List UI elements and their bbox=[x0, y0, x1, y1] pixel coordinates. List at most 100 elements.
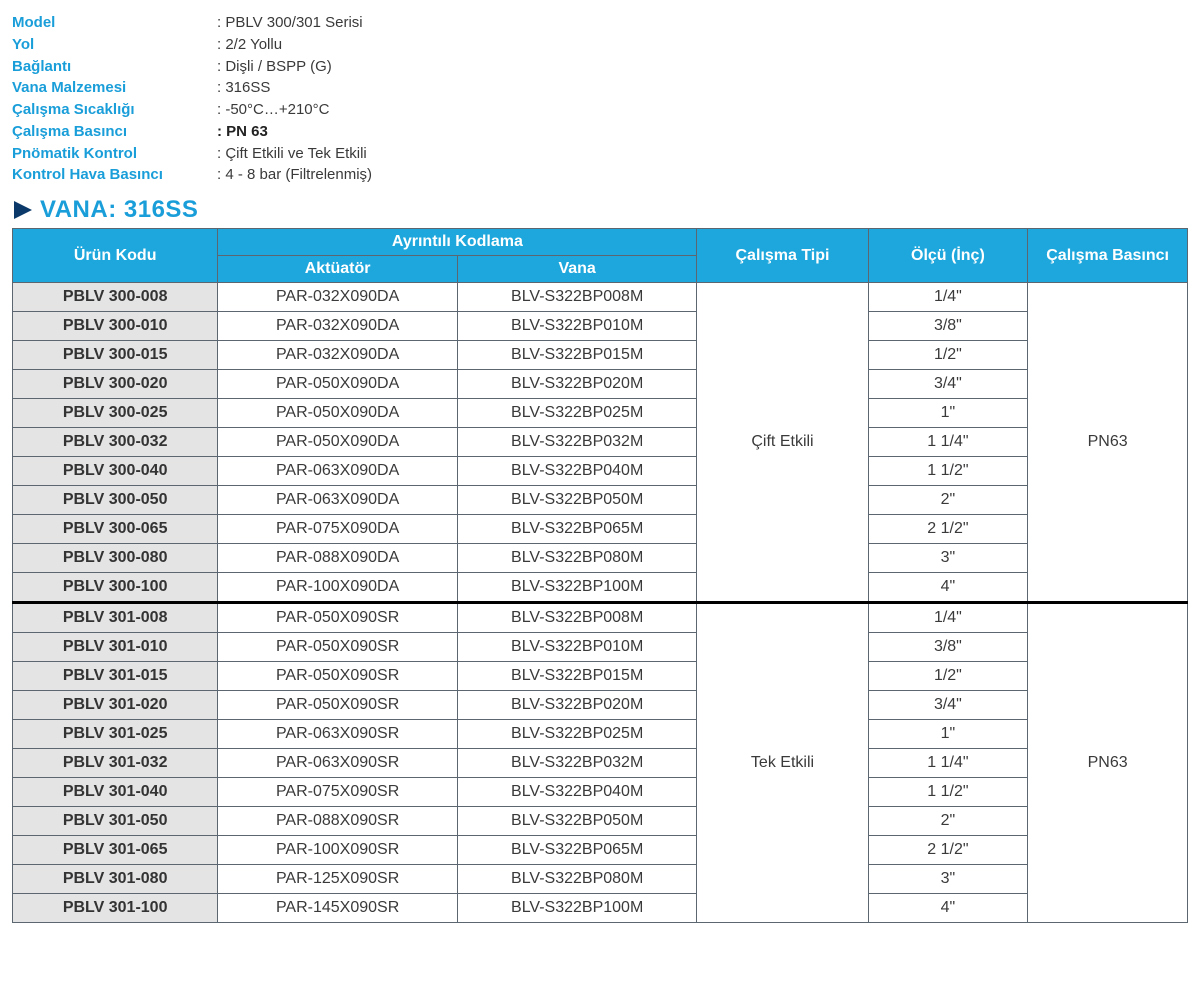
cell-vana: BLV-S322BP015M bbox=[457, 662, 697, 691]
cell-vana: BLV-S322BP010M bbox=[457, 312, 697, 341]
th-vana: Vana bbox=[457, 256, 697, 283]
table-row: PBLV 301-040PAR-075X090SRBLV-S322BP040M1… bbox=[13, 778, 1188, 807]
cell-code: PBLV 301-032 bbox=[13, 749, 218, 778]
spec-value: : 316SS bbox=[217, 77, 270, 99]
cell-actuator: PAR-100X090SR bbox=[218, 836, 458, 865]
cell-size: 2 1/2" bbox=[868, 515, 1028, 544]
cell-code: PBLV 300-008 bbox=[13, 283, 218, 312]
table-row: PBLV 300-050PAR-063X090DABLV-S322BP050M2… bbox=[13, 486, 1188, 515]
table-row: PBLV 300-040PAR-063X090DABLV-S322BP040M1… bbox=[13, 457, 1188, 486]
cell-size: 1" bbox=[868, 399, 1028, 428]
table-row: PBLV 301-008PAR-050X090SRBLV-S322BP008MT… bbox=[13, 603, 1188, 633]
cell-vana: BLV-S322BP010M bbox=[457, 633, 697, 662]
cell-vana: BLV-S322BP050M bbox=[457, 807, 697, 836]
spec-row: Çalışma Basıncı: PN 63 bbox=[12, 121, 1188, 143]
cell-vana: BLV-S322BP008M bbox=[457, 283, 697, 312]
cell-vana: BLV-S322BP100M bbox=[457, 573, 697, 603]
cell-pressure: PN63 bbox=[1028, 603, 1188, 923]
cell-type: Tek Etkili bbox=[697, 603, 868, 923]
spec-row: Bağlantı: Dişli / BSPP (G) bbox=[12, 56, 1188, 78]
cell-vana: BLV-S322BP065M bbox=[457, 836, 697, 865]
section-title: VANA: 316SS bbox=[40, 196, 198, 224]
cell-actuator: PAR-075X090SR bbox=[218, 778, 458, 807]
cell-code: PBLV 301-015 bbox=[13, 662, 218, 691]
table-row: PBLV 300-020PAR-050X090DABLV-S322BP020M3… bbox=[13, 370, 1188, 399]
cell-size: 1" bbox=[868, 720, 1028, 749]
cell-size: 1 1/4" bbox=[868, 749, 1028, 778]
cell-vana: BLV-S322BP032M bbox=[457, 428, 697, 457]
triangle-icon bbox=[12, 199, 34, 221]
cell-actuator: PAR-075X090DA bbox=[218, 515, 458, 544]
spec-value: : PBLV 300/301 Serisi bbox=[217, 12, 363, 34]
cell-code: PBLV 300-010 bbox=[13, 312, 218, 341]
spec-row: Vana Malzemesi: 316SS bbox=[12, 77, 1188, 99]
table-row: PBLV 300-008PAR-032X090DABLV-S322BP008MÇ… bbox=[13, 283, 1188, 312]
cell-code: PBLV 301-080 bbox=[13, 865, 218, 894]
spec-label: Çalışma Basıncı bbox=[12, 121, 217, 143]
cell-vana: BLV-S322BP015M bbox=[457, 341, 697, 370]
spec-row: Kontrol Hava Basıncı: 4 - 8 bar (Filtrel… bbox=[12, 164, 1188, 186]
table-row: PBLV 301-025PAR-063X090SRBLV-S322BP025M1… bbox=[13, 720, 1188, 749]
cell-code: PBLV 301-025 bbox=[13, 720, 218, 749]
table-row: PBLV 301-015PAR-050X090SRBLV-S322BP015M 1… bbox=[13, 662, 1188, 691]
cell-size: 4" bbox=[868, 894, 1028, 923]
cell-code: PBLV 300-032 bbox=[13, 428, 218, 457]
cell-actuator: PAR-050X090SR bbox=[218, 662, 458, 691]
th-actuator: Aktüatör bbox=[218, 256, 458, 283]
th-type: Çalışma Tipi bbox=[697, 229, 868, 283]
table-row: PBLV 301-080PAR-125X090SRBLV-S322BP080M3… bbox=[13, 865, 1188, 894]
product-table: Ürün Kodu Ayrıntılı Kodlama Çalışma Tipi… bbox=[12, 228, 1188, 923]
cell-actuator: PAR-050X090SR bbox=[218, 603, 458, 633]
spec-label: Pnömatik Kontrol bbox=[12, 143, 217, 165]
th-size: Ölçü (İnç) bbox=[868, 229, 1028, 283]
cell-code: PBLV 300-100 bbox=[13, 573, 218, 603]
cell-vana: BLV-S322BP040M bbox=[457, 778, 697, 807]
section-heading: VANA: 316SS bbox=[12, 196, 1188, 224]
cell-size: 3/8" bbox=[868, 633, 1028, 662]
cell-size: 1 1/2" bbox=[868, 457, 1028, 486]
table-row: PBLV 300-100PAR-100X090DABLV-S322BP100M 4… bbox=[13, 573, 1188, 603]
cell-actuator: PAR-145X090SR bbox=[218, 894, 458, 923]
spec-label: Vana Malzemesi bbox=[12, 77, 217, 99]
cell-code: PBLV 300-040 bbox=[13, 457, 218, 486]
cell-code: PBLV 300-025 bbox=[13, 399, 218, 428]
cell-size: 3" bbox=[868, 544, 1028, 573]
table-row: PBLV 300-010PAR-032X090DABLV-S322BP010M3… bbox=[13, 312, 1188, 341]
spec-label: Çalışma Sıcaklığı bbox=[12, 99, 217, 121]
cell-actuator: PAR-032X090DA bbox=[218, 312, 458, 341]
cell-size: 3/4" bbox=[868, 691, 1028, 720]
cell-vana: BLV-S322BP065M bbox=[457, 515, 697, 544]
cell-code: PBLV 300-080 bbox=[13, 544, 218, 573]
cell-vana: BLV-S322BP020M bbox=[457, 370, 697, 399]
spec-value: : -50°C…+210°C bbox=[217, 99, 329, 121]
cell-code: PBLV 301-010 bbox=[13, 633, 218, 662]
cell-actuator: PAR-050X090SR bbox=[218, 633, 458, 662]
spec-value: : Çift Etkili ve Tek Etkili bbox=[217, 143, 367, 165]
cell-type: Çift Etkili bbox=[697, 283, 868, 603]
cell-actuator: PAR-088X090DA bbox=[218, 544, 458, 573]
spec-row: Yol: 2/2 Yollu bbox=[12, 34, 1188, 56]
table-row: PBLV 300-025PAR-050X090DABLV-S322BP025M1… bbox=[13, 399, 1188, 428]
cell-vana: BLV-S322BP008M bbox=[457, 603, 697, 633]
cell-size: 1/2" bbox=[868, 662, 1028, 691]
cell-vana: BLV-S322BP080M bbox=[457, 865, 697, 894]
cell-size: 1 1/4" bbox=[868, 428, 1028, 457]
cell-size: 2" bbox=[868, 807, 1028, 836]
spec-label: Kontrol Hava Basıncı bbox=[12, 164, 217, 186]
cell-code: PBLV 301-065 bbox=[13, 836, 218, 865]
table-row: PBLV 300-065PAR-075X090DABLV-S322BP065M2… bbox=[13, 515, 1188, 544]
cell-size: 1/4" bbox=[868, 603, 1028, 633]
cell-vana: BLV-S322BP025M bbox=[457, 720, 697, 749]
cell-vana: BLV-S322BP080M bbox=[457, 544, 697, 573]
cell-size: 4" bbox=[868, 573, 1028, 603]
cell-size: 2 1/2" bbox=[868, 836, 1028, 865]
cell-actuator: PAR-032X090DA bbox=[218, 341, 458, 370]
cell-code: PBLV 301-020 bbox=[13, 691, 218, 720]
cell-code: PBLV 301-008 bbox=[13, 603, 218, 633]
cell-actuator: PAR-088X090SR bbox=[218, 807, 458, 836]
table-row: PBLV 300-032PAR-050X090DABLV-S322BP032M1… bbox=[13, 428, 1188, 457]
table-row: PBLV 300-080PAR-088X090DABLV-S322BP080M 3… bbox=[13, 544, 1188, 573]
cell-actuator: PAR-100X090DA bbox=[218, 573, 458, 603]
cell-vana: BLV-S322BP020M bbox=[457, 691, 697, 720]
cell-code: PBLV 300-020 bbox=[13, 370, 218, 399]
